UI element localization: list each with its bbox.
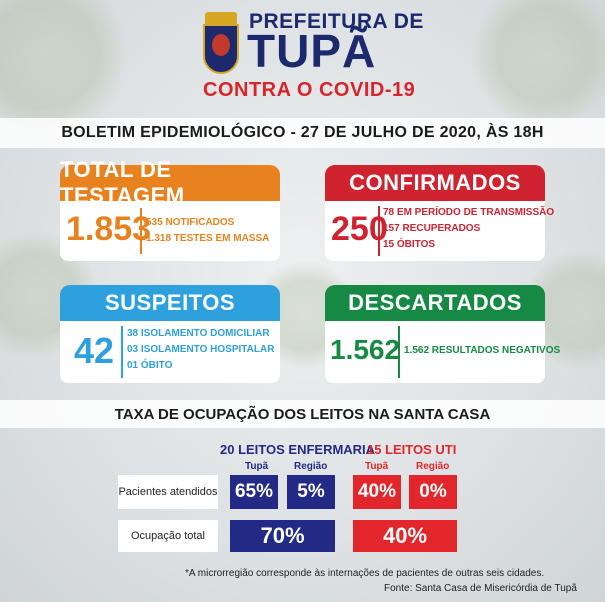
card-suspeitos-divider (121, 326, 123, 378)
row-label-ocupacao: Ocupação total (118, 520, 218, 552)
card-descartados-body (325, 321, 545, 383)
uti-ocupacao-total: 40% (353, 520, 457, 552)
card-suspeitos-lines: 38 ISOLAMENTO DOMICILIAR 03 ISOLAMENTO H… (127, 326, 274, 374)
card-descartados-line: 1.562 RESULTADOS NEGATIVOS (404, 345, 561, 356)
city-crest-icon (203, 12, 239, 76)
enfermaria-regiao-pacientes: 5% (287, 475, 335, 509)
card-descartados-divider (398, 326, 400, 378)
bulletin-bar: BOLETIM EPIDEMIOLÓGICO - 27 DE JULHO DE … (0, 118, 605, 148)
card-suspeitos-line: 03 ISOLAMENTO HOSPITALAR (127, 344, 275, 355)
uti-tupa-label: Tupã (365, 461, 389, 472)
card-confirmados-title: CONFIRMADOS (325, 165, 545, 201)
card-suspeitos-body (60, 321, 280, 383)
card-suspeitos-line: 38 ISOLAMENTO DOMICILIAR (127, 328, 270, 339)
card-suspeitos-line: 01 ÓBITO (127, 360, 173, 371)
enfermaria-tupa-label: Tupã (245, 461, 269, 472)
card-descartados-value: 1.562 (330, 334, 401, 365)
card-confirmados-lines: 78 EM PERÍODO DE TRANSMISSÃO 157 RECUPER… (383, 205, 554, 253)
card-confirmados-line: 157 RECUPERADOS (383, 223, 481, 234)
card-testagem-value: 1.853 (66, 210, 152, 248)
enfermaria-ocupacao-total: 70% (230, 520, 335, 552)
uti-regiao-pacientes: 0% (409, 475, 457, 509)
card-suspeitos-title: SUSPEITOS (60, 285, 280, 321)
card-testagem-lines: 535 NOTIFICADOS 1.318 TESTES EM MASSA (146, 215, 269, 247)
card-confirmados-body (325, 201, 545, 261)
row-label-pacientes: Pacientes atendidos (118, 475, 218, 509)
enfermaria-group-label: 20 LEITOS ENFERMARIA (220, 442, 376, 457)
uti-regiao-label: Região (416, 461, 450, 472)
occupancy-title: TAXA DE OCUPAÇÃO DOS LEITOS NA SANTA CAS… (114, 405, 491, 423)
uti-tupa-pacientes: 40% (353, 475, 401, 509)
card-descartados-title: DESCARTADOS (325, 285, 545, 321)
card-testagem-line: 1.318 TESTES EM MASSA (146, 233, 270, 244)
header-city: TUPÃ (247, 25, 377, 77)
card-confirmados-line: 78 EM PERÍODO DE TRANSMISSÃO (383, 207, 555, 218)
card-testagem-line: 535 NOTIFICADOS (146, 217, 235, 228)
card-suspeitos-value: 42 (74, 330, 115, 371)
card-confirmados-line: 15 ÓBITOS (383, 239, 436, 250)
occupancy-title-bar: TAXA DE OCUPAÇÃO DOS LEITOS NA SANTA CAS… (0, 400, 605, 428)
card-testagem-title: TOTAL DE TESTAGEM (60, 157, 280, 208)
uti-group-label: 15 LEITOS UTI (367, 442, 457, 457)
bulletin-title: BOLETIM EPIDEMIOLÓGICO - 27 DE JULHO DE … (61, 124, 544, 141)
card-confirmados-divider (378, 206, 380, 256)
enfermaria-tupa-pacientes: 65% (230, 475, 278, 509)
virus-illustration (470, 0, 605, 130)
card-testagem-divider (140, 208, 142, 254)
header-logo: PREFEITURA DE TUPÃ CONTRA O COVID-19 (165, 6, 449, 102)
card-testagem-body (60, 201, 280, 261)
enfermaria-regiao-label: Região (294, 461, 328, 472)
source-note: Fonte: Santa Casa de Misericórdia de Tup… (384, 583, 577, 594)
card-descartados-lines: 1.562 RESULTADOS NEGATIVOS (404, 343, 560, 359)
header-prefeitura: PREFEITURA DE (249, 10, 424, 33)
footnote: *A microrregião corresponde às internaçõ… (185, 568, 545, 579)
header-campaign: CONTRA O COVID-19 (203, 79, 416, 101)
